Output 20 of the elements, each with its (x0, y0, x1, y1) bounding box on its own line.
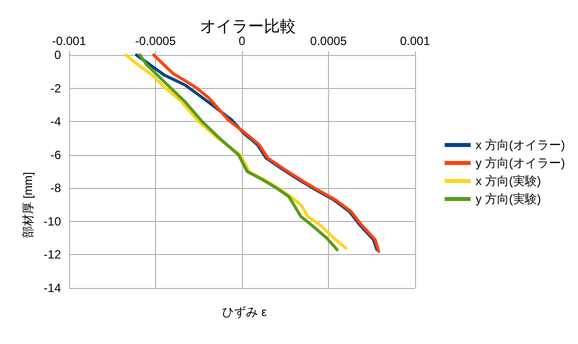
y-tick-label: -6 (50, 148, 62, 162)
y-tick-label: -10 (44, 214, 62, 228)
chart-title: オイラー比較 (200, 18, 296, 36)
x-axis-title: ひずみ ε (222, 305, 268, 319)
x-tick-label: 0.0005 (310, 34, 348, 48)
y-tick-label: -14 (44, 281, 62, 295)
y-tick-label: -12 (44, 248, 62, 262)
y-tick-label: 0 (54, 48, 62, 62)
legend-label: y 方向(実験) (476, 192, 542, 206)
legend-label: x 方向(オイラー) (476, 138, 566, 152)
x-tick-label: -0.0005 (135, 34, 176, 48)
y-tick-label: -8 (50, 181, 62, 196)
x-tick-label: 0.001 (400, 34, 430, 48)
legend-label: y 方向(オイラー) (476, 156, 566, 170)
legend-label: x 方向(実験) (476, 174, 542, 188)
x-tick-label: -0.001 (52, 34, 86, 48)
y-tick-label: -4 (50, 114, 62, 129)
y-axis-title: 部材厚 [mm] (21, 172, 35, 238)
y-tick-label: -2 (50, 81, 62, 96)
x-tick-label: 0 (238, 34, 246, 48)
